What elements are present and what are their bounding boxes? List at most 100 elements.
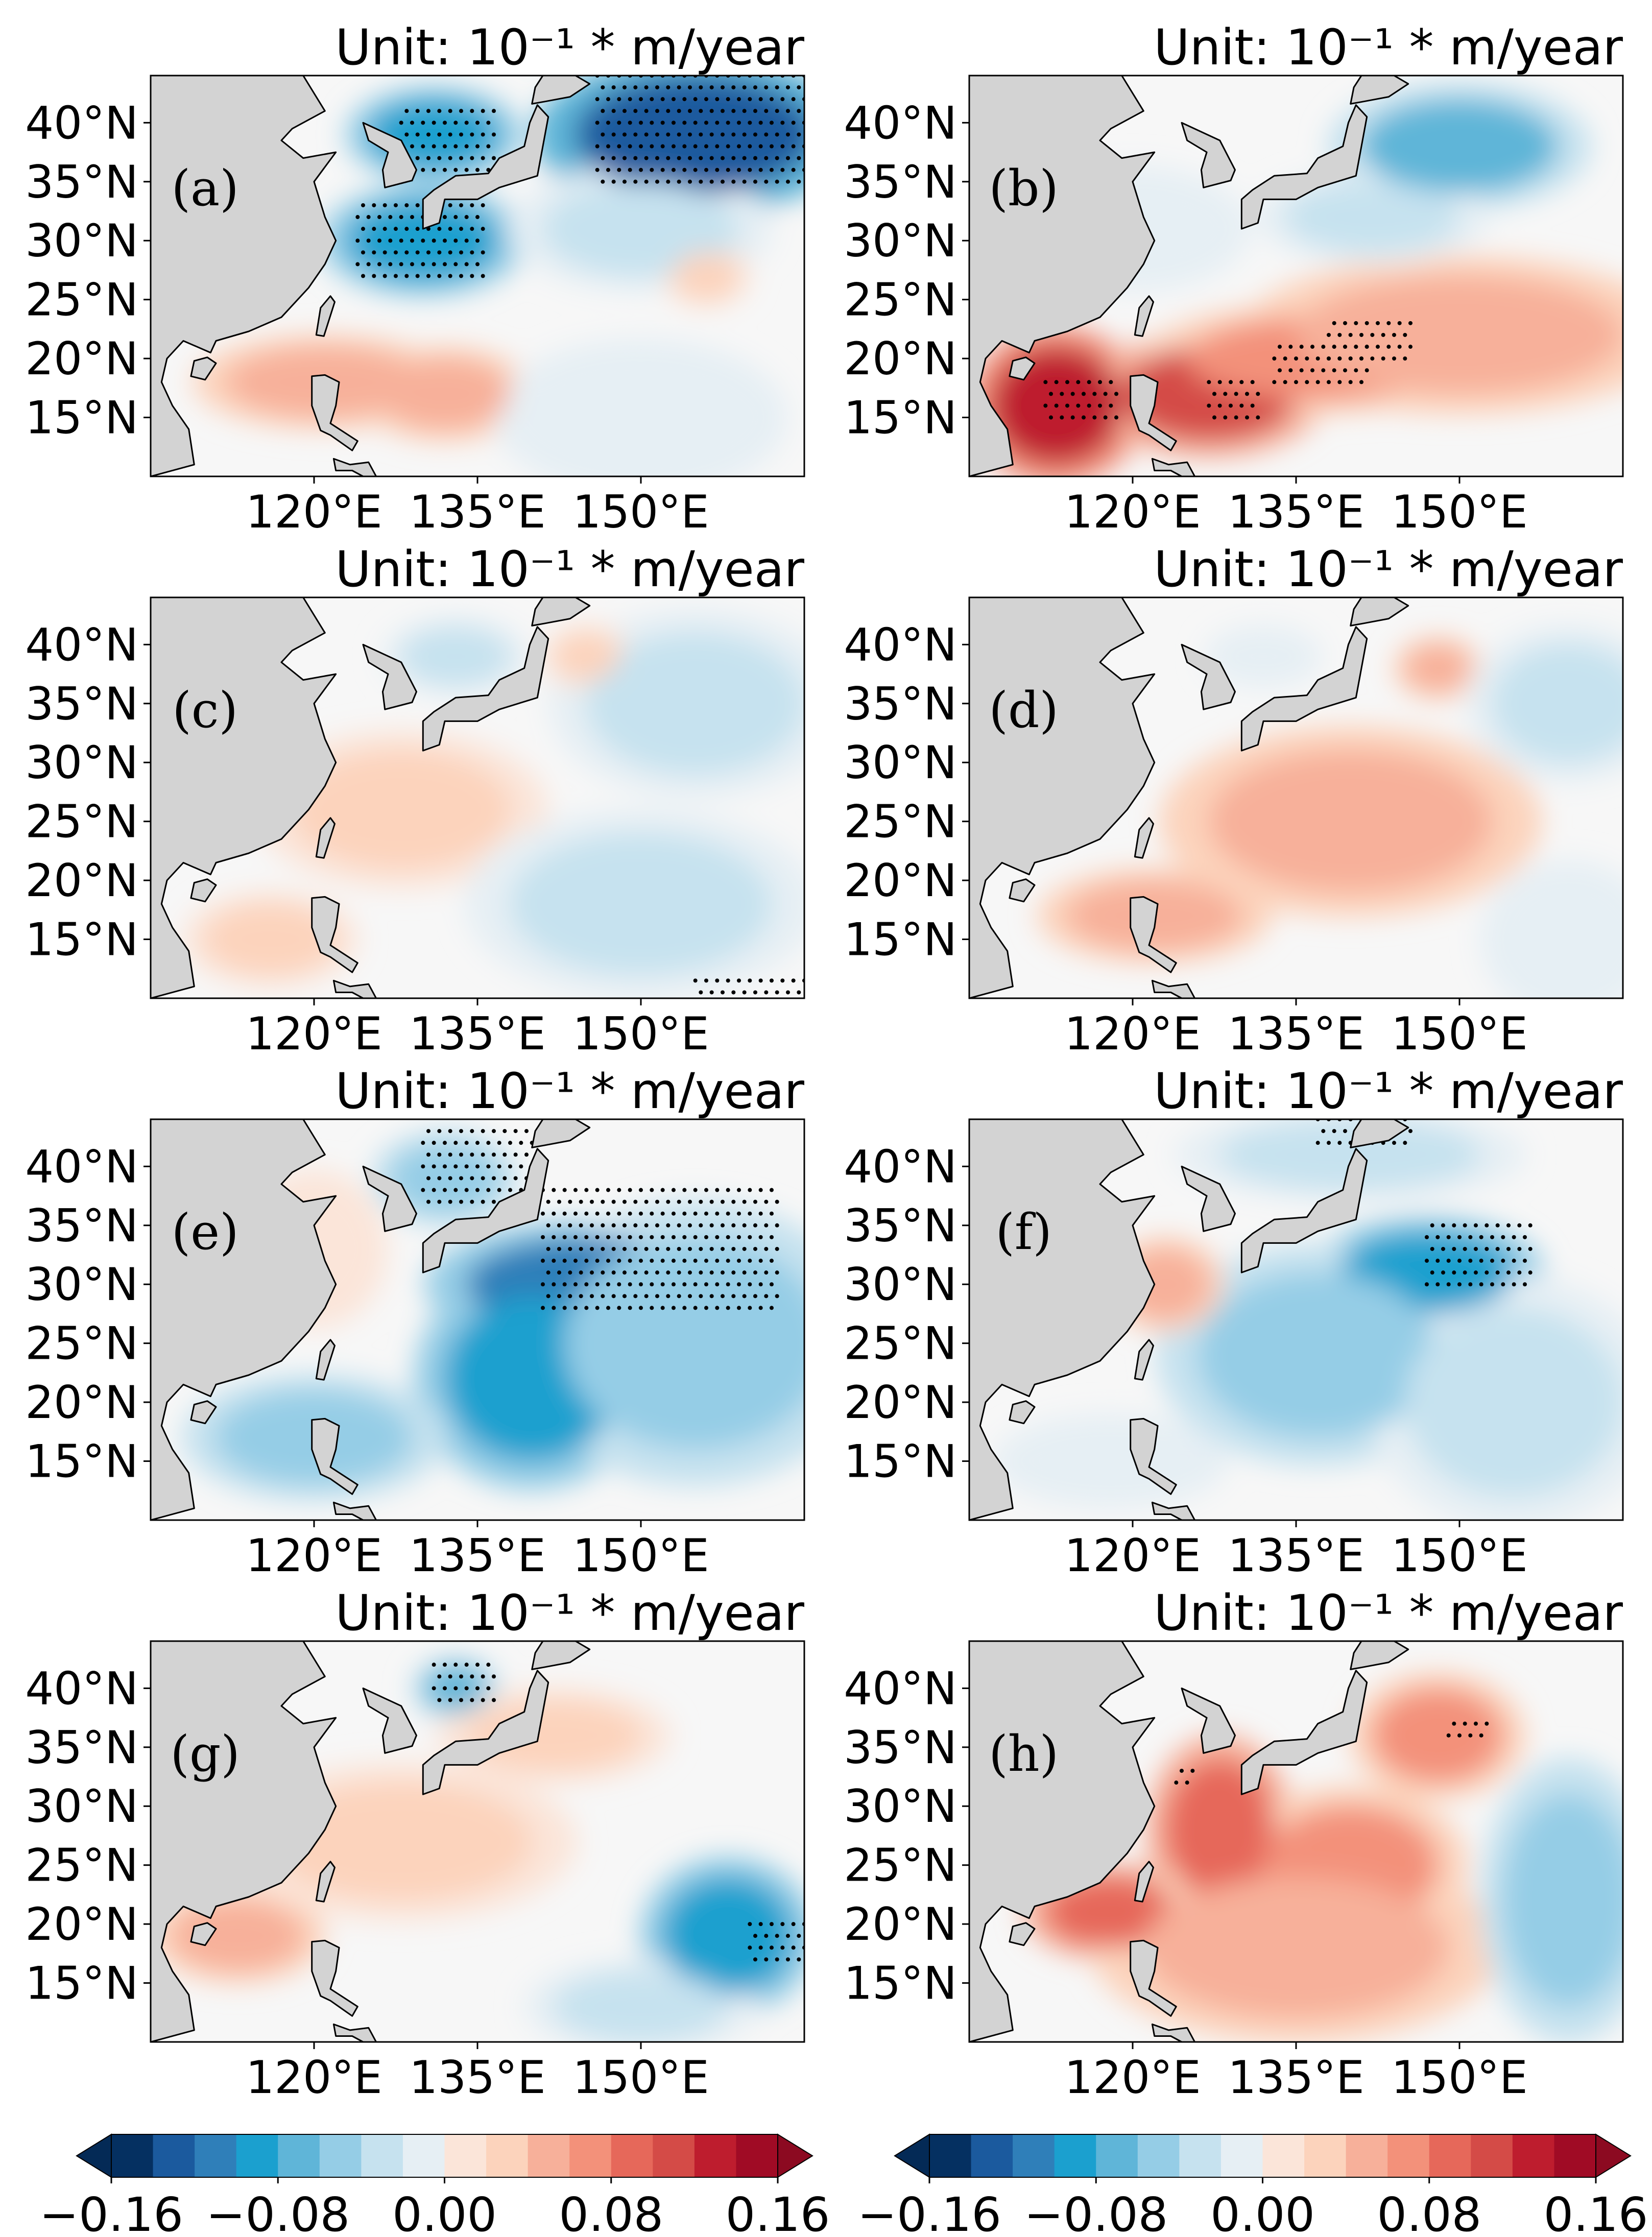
stipple-dot	[601, 156, 605, 160]
stipple-dot	[1294, 380, 1298, 384]
stipple-dot	[699, 1294, 703, 1298]
stipple-dot	[693, 97, 698, 102]
stipple-dot	[1043, 380, 1048, 384]
stipple-dot	[606, 1259, 610, 1263]
stipple-dot	[426, 1129, 430, 1134]
stipple-dot	[399, 215, 403, 220]
stipple-dot	[748, 1922, 752, 1927]
landmass-4	[1134, 817, 1154, 859]
stipple-dot	[492, 1698, 496, 1702]
stipple-dot	[421, 1188, 425, 1192]
map-panel-g: Unit: 10⁻¹ * m/year (g) 40°N 35°N 30°N 25°N 20…	[25, 1584, 805, 2104]
stipple-dot	[1054, 380, 1059, 384]
map-panel-a: Unit: 10⁻¹ * m/year (a) 40°N 35°N 30°N 25°N 20…	[25, 19, 812, 538]
stipple-dot	[377, 262, 381, 267]
stipple-dot	[470, 132, 474, 137]
stipple-dot	[672, 1211, 676, 1216]
stipple-dot	[1435, 1259, 1440, 1263]
colorbar-swatch	[1554, 2134, 1596, 2177]
stipple-dot	[677, 1270, 681, 1275]
stipple-dot	[770, 978, 774, 983]
stipple-dot	[721, 990, 725, 995]
stipple-dot	[464, 262, 469, 267]
colorbar-swatch	[1096, 2134, 1138, 2177]
stipple-dot	[557, 1294, 561, 1298]
stipple-dot	[1457, 1733, 1462, 1738]
contour-core-1	[1198, 1272, 1438, 1438]
colorbar-extend-high	[777, 2133, 813, 2178]
stipple-dot	[448, 250, 452, 255]
stipple-dot	[595, 1306, 600, 1310]
stipple-dot	[399, 262, 403, 267]
stipple-dot	[797, 179, 801, 184]
colorbar-tick-label: 0.08	[1377, 2187, 1481, 2237]
stipple-dot	[448, 1199, 452, 1204]
stipple-dot	[780, 121, 785, 125]
x-tick-label: 120°E	[1064, 1007, 1201, 1060]
y-tick-label: 20°N	[25, 854, 138, 907]
stipple-dot	[808, 990, 812, 994]
panel-tag: (g)	[170, 1725, 240, 1783]
stipple-dot	[780, 144, 785, 149]
stipple-dot	[502, 1176, 507, 1181]
stipple-dot	[758, 1211, 763, 1216]
stipple-dot	[699, 1199, 703, 1204]
stipple-dot	[650, 1188, 654, 1192]
colorbar-swatch	[1054, 2134, 1096, 2177]
landmass-0	[969, 1641, 1156, 2042]
contour-core-0	[1209, 751, 1493, 893]
colorbar-swatch	[236, 2134, 278, 2177]
stipple-dot	[595, 1235, 600, 1239]
stipple-dot	[486, 1164, 491, 1169]
stipple-dot	[1065, 380, 1069, 384]
stipple-dot	[655, 109, 659, 113]
stipple-dot	[404, 132, 409, 137]
stipple-dot	[464, 1141, 469, 1145]
stipple-dot	[492, 109, 496, 113]
stipple-dot	[448, 203, 452, 207]
landmass-2	[1240, 1148, 1368, 1273]
stipple-dot	[660, 1259, 665, 1263]
stipple-dot	[715, 1235, 720, 1239]
stipple-dot	[595, 121, 600, 125]
stipple-dot	[623, 109, 627, 113]
colorbar-swatch	[569, 2134, 612, 2177]
landmass-4	[315, 817, 336, 859]
stipple-dot	[421, 1164, 425, 1169]
unit-title: Unit: 10⁻¹ * m/year	[1154, 541, 1623, 598]
stipple-dot	[748, 1282, 752, 1287]
stipple-dot	[808, 132, 812, 136]
stipple-dot	[758, 1259, 763, 1263]
contour-core-5	[379, 358, 510, 429]
stipple-dot	[410, 215, 414, 220]
stipple-dot	[1223, 415, 1228, 420]
unit-title: Unit: 10⁻¹ * m/year	[335, 541, 804, 598]
stipple-dot	[459, 203, 463, 207]
stipple-dot	[415, 227, 420, 231]
stipple-dot	[758, 1306, 763, 1310]
stipple-dot	[791, 144, 796, 149]
stipple-dot	[1114, 415, 1118, 420]
stipple-dot	[709, 1199, 714, 1204]
unit-title: Unit: 10⁻¹ * m/year	[1154, 1584, 1623, 1642]
stipple-dot	[1392, 332, 1396, 337]
stipple-dot	[721, 109, 725, 113]
stipple-dot	[737, 97, 741, 102]
stipple-dot	[660, 167, 665, 172]
stipple-dot	[1425, 1235, 1429, 1239]
stipple-dot	[470, 250, 474, 255]
stipple-dot	[437, 1199, 442, 1204]
contour-core-3	[1405, 1308, 1623, 1497]
stipple-dot	[606, 167, 610, 172]
stipple-dot	[443, 121, 447, 125]
x-tick-label: 120°E	[1064, 486, 1201, 538]
stipple-dot	[481, 1152, 485, 1157]
stipple-dot	[562, 1188, 567, 1192]
stipple-dot	[639, 97, 643, 102]
contour-core-5	[1503, 1794, 1623, 2007]
stipple-dot	[432, 144, 436, 149]
stipple-dot	[399, 238, 403, 243]
stipple-dot	[361, 274, 365, 278]
stipple-dot	[464, 167, 469, 172]
stipple-dot	[1381, 332, 1385, 337]
